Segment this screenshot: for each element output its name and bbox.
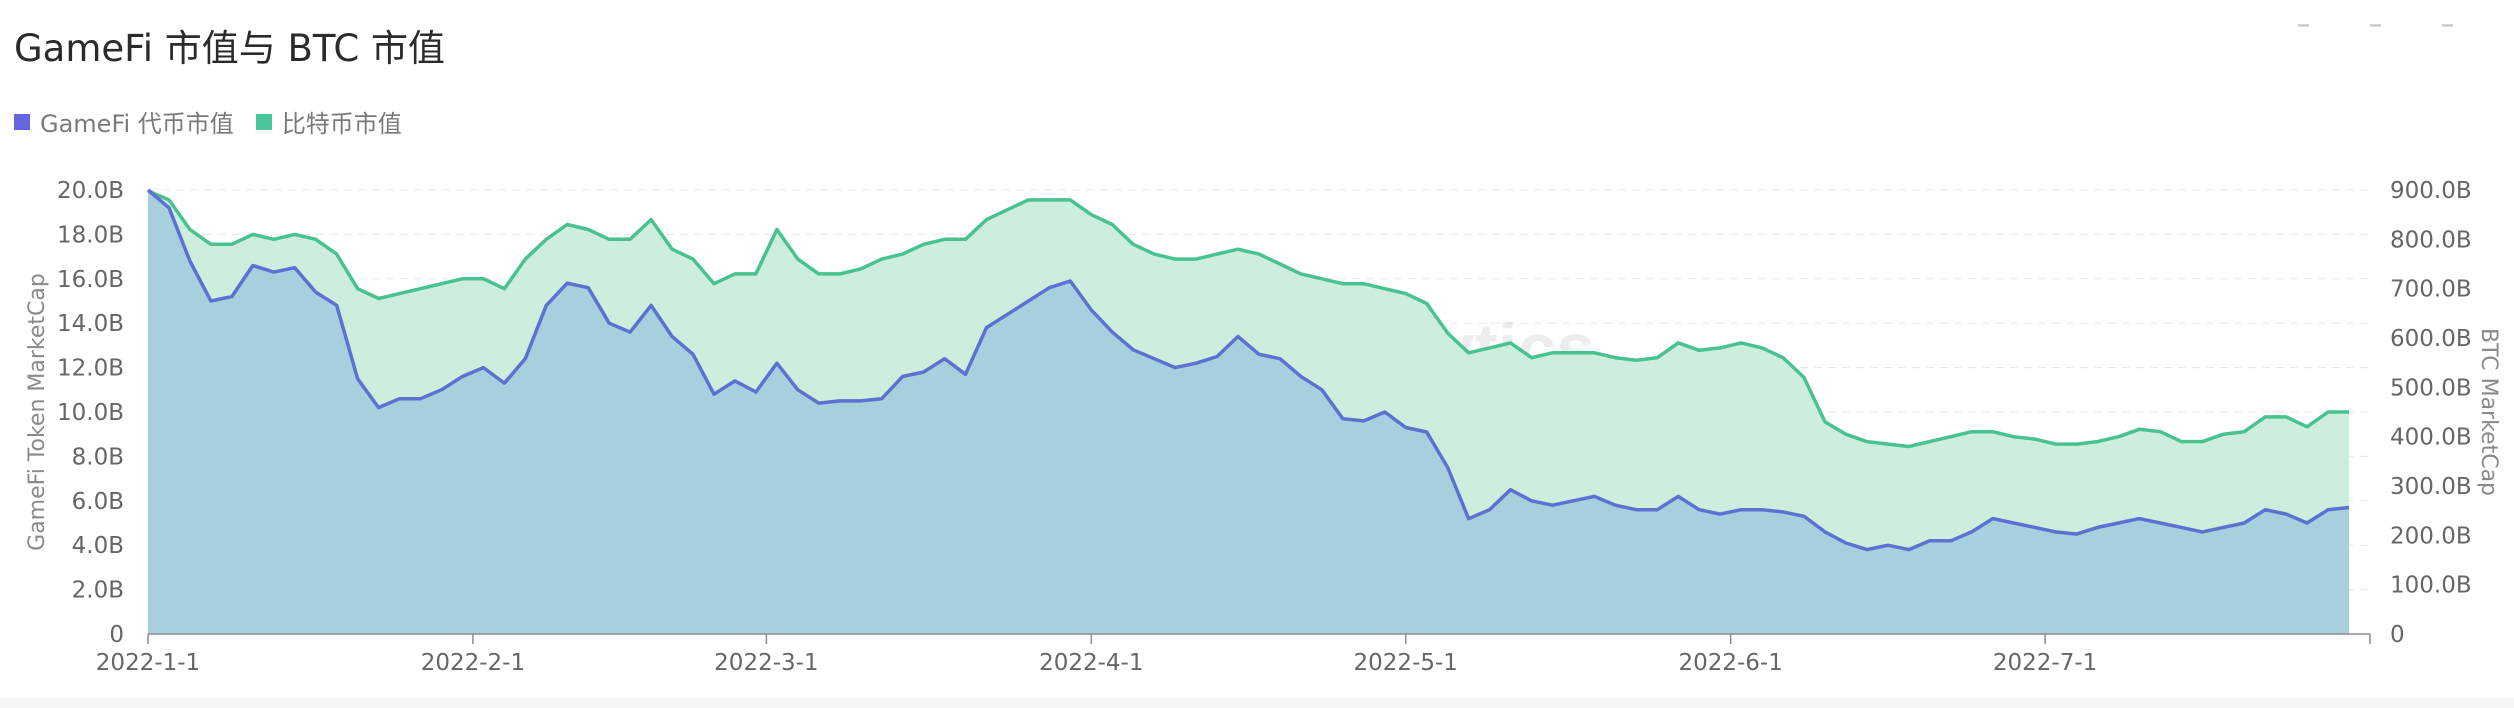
legend-swatch-btc [255,113,272,130]
area-series [146,188,2350,634]
x-tick-label: 2022-6-1 [1678,650,1782,676]
series-line-gamefi [146,188,2350,552]
right-axis-ticks: 0 100.0B 200.0B 300.0B 400.0B 500.0B 600.0B 700… [2390,178,2472,648]
left-tick-label: 20.0B [57,178,124,204]
series-area-gamefi [148,190,2349,634]
x-tick-label: 2022-5-1 [1354,650,1458,676]
y-axis-label-right: BTC MarketCap [2476,328,2501,496]
right-tick-label: 100.0B [2390,573,2472,599]
expand-icon[interactable]: ▁ [2370,11,2381,27]
left-tick-label: 2.0B [72,578,124,604]
left-tick-label: 8.0B [72,444,124,470]
chart-toolbar: ▁ ▁ ▁ [2298,11,2468,27]
minimize-icon[interactable]: ▁ [2298,11,2309,27]
legend: GameFi 代币市值 比特币市值 [14,104,402,139]
x-tick-label: 2022-2-1 [421,650,525,676]
left-tick-label: 10.0B [57,400,124,426]
legend-swatch-gamefi [14,113,30,130]
axes [148,633,2371,644]
left-tick-label: 14.0B [57,311,124,337]
x-tick-label: 2022-7-1 [1993,650,2097,676]
left-tick-label: 16.0B [57,267,124,293]
series-line-btc [147,189,2349,449]
x-tick-label: 2022-4-1 [1039,650,1143,676]
left-tick-label: 18.0B [57,222,124,248]
legend-label-btc: 比特币市值 [281,110,402,138]
chart-title: GameFi 市值与 BTC 市值 [14,27,445,70]
bottom-strip [0,698,2514,708]
legend-item-btc[interactable]: 比特币市值 [255,104,402,139]
more-icon[interactable]: ▁ [2442,11,2453,27]
right-tick-label: 800.0B [2390,227,2472,253]
right-tick-label: 300.0B [2390,474,2472,500]
right-tick-label: 400.0B [2390,425,2472,451]
left-tick-label: 6.0B [72,489,124,515]
legend-label-gamefi: GameFi 代币市值 [40,110,234,138]
right-tick-label: 0 [2390,622,2405,648]
right-tick-label: 200.0B [2390,523,2472,549]
y-axis-label-left: GameFi Token MarketCap [25,273,50,551]
right-tick-label: 600.0B [2390,326,2472,352]
left-axis-ticks: 0 2.0B 4.0B 6.0B 8.0B 10.0B 12.0B 14.0B 16.0B 18.… [57,178,124,648]
right-tick-label: 500.0B [2390,375,2472,401]
x-tick-label: 2022-1-1 [96,650,200,676]
left-tick-label: 12.0B [57,356,124,382]
right-tick-label: 900.0B [2390,178,2472,204]
left-tick-label: 4.0B [72,533,124,559]
left-tick-label: 0 [109,622,124,648]
x-tick-label: 2022-3-1 [714,650,818,676]
right-tick-label: 700.0B [2390,277,2472,303]
legend-item-gamefi[interactable]: GameFi 代币市值 [14,104,234,139]
x-axis-ticks: 2022-1-1 2022-2-1 2022-3-1 2022-4-1 2022-5-1… [96,634,2097,676]
